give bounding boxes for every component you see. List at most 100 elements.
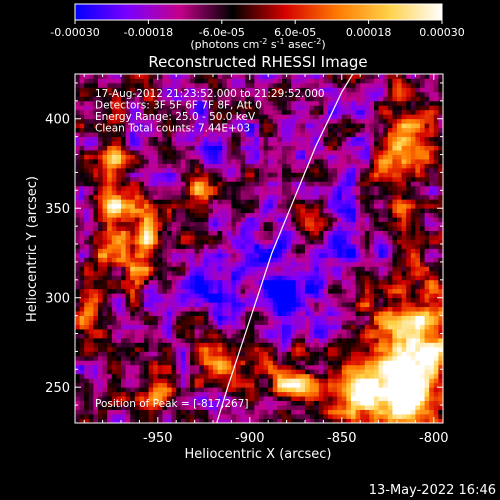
heatmap-cell xyxy=(84,288,90,294)
heatmap-cell xyxy=(337,297,343,303)
heatmap-cell xyxy=(79,270,85,276)
heatmap-cell xyxy=(318,288,324,294)
heatmap-cell xyxy=(171,208,177,214)
heatmap-cell xyxy=(249,194,255,200)
heatmap-cell xyxy=(213,324,218,330)
heatmap-cell xyxy=(282,114,287,120)
heatmap-cell xyxy=(323,114,329,120)
heatmap-cell xyxy=(263,329,269,334)
heatmap-cell xyxy=(84,127,90,133)
heatmap-cell xyxy=(272,369,278,375)
heatmap-cell xyxy=(208,333,214,339)
heatmap-cell xyxy=(263,136,269,142)
heatmap-cell xyxy=(111,333,117,339)
heatmap-cell xyxy=(245,257,251,263)
heatmap-cell xyxy=(351,284,356,290)
heatmap-cell xyxy=(107,87,113,93)
heatmap-cell xyxy=(102,127,108,133)
heatmap-cell xyxy=(167,360,172,366)
heatmap-cell xyxy=(226,257,232,263)
heatmap-cell xyxy=(236,208,241,214)
heatmap-cell xyxy=(88,190,94,196)
heatmap-cell xyxy=(148,337,154,343)
heatmap-cell xyxy=(226,387,232,393)
heatmap-cell xyxy=(309,203,315,209)
heatmap-cell xyxy=(130,373,136,379)
heatmap-cell xyxy=(300,194,306,200)
heatmap-cell xyxy=(139,311,145,317)
heatmap-cell xyxy=(254,252,260,258)
heatmap-cell xyxy=(245,261,251,267)
heatmap-cell xyxy=(203,199,209,205)
heatmap-cell xyxy=(360,239,366,245)
heatmap-cell xyxy=(185,163,191,169)
heatmap-cell xyxy=(277,123,283,129)
heatmap-cell xyxy=(222,378,228,384)
heatmap-cell xyxy=(199,288,205,294)
heatmap-cell xyxy=(277,351,283,357)
heatmap-cell xyxy=(213,320,218,325)
heatmap-cell xyxy=(291,74,297,79)
heatmap-cell xyxy=(337,154,343,160)
heatmap-cell xyxy=(314,154,320,160)
heatmap-cell xyxy=(240,127,246,133)
heatmap-cell xyxy=(314,230,320,236)
heatmap-cell xyxy=(272,154,278,160)
heatmap-cell xyxy=(318,212,324,218)
heatmap-cell xyxy=(295,141,301,146)
heatmap-cell xyxy=(208,194,214,200)
heatmap-cell xyxy=(121,217,126,223)
heatmap-cell xyxy=(102,96,108,102)
heatmap-cell xyxy=(130,306,136,312)
heatmap-cell xyxy=(259,270,264,276)
heatmap-cell xyxy=(190,337,195,343)
heatmap-cell xyxy=(231,306,237,312)
heatmap-cell xyxy=(194,163,200,169)
heatmap-cell xyxy=(148,382,154,388)
heatmap-cell xyxy=(153,396,159,402)
heatmap-cell xyxy=(295,275,301,281)
heatmap-cell xyxy=(208,87,214,93)
heatmap-cell xyxy=(341,226,347,231)
heatmap-cell xyxy=(171,141,177,146)
heatmap-cell xyxy=(268,87,274,93)
heatmap-cell xyxy=(268,320,274,325)
heatmap-cell xyxy=(176,364,182,370)
heatmap-cell xyxy=(116,364,122,370)
heatmap-cell xyxy=(185,320,191,325)
heatmap-cell xyxy=(93,306,99,312)
heatmap-cell xyxy=(259,284,264,290)
heatmap-cell xyxy=(217,311,223,317)
heatmap-cell xyxy=(199,82,205,88)
heatmap-cell xyxy=(121,315,126,321)
heatmap-cell xyxy=(98,248,103,254)
heatmap-cell xyxy=(240,320,246,325)
heatmap-cell xyxy=(75,252,80,258)
heatmap-cell xyxy=(341,132,347,138)
heatmap-cell xyxy=(309,96,315,102)
heatmap-cell xyxy=(318,320,324,325)
heatmap-cell xyxy=(231,346,237,352)
heatmap-cell xyxy=(107,159,113,164)
heatmap-cell xyxy=(84,221,90,227)
heatmap-cell xyxy=(217,91,223,97)
heatmap-cell xyxy=(355,123,361,129)
heatmap-cell xyxy=(199,136,205,142)
heatmap-cell xyxy=(226,100,232,106)
heatmap-cell xyxy=(332,297,338,303)
heatmap-cell xyxy=(107,418,113,423)
heatmap-cell xyxy=(93,91,99,97)
heatmap-cell xyxy=(355,145,361,151)
heatmap-cell xyxy=(346,132,352,138)
heatmap-cell xyxy=(295,306,301,312)
heatmap-cell xyxy=(282,87,287,93)
heatmap-cell xyxy=(351,141,356,146)
heatmap-cell xyxy=(263,333,269,339)
heatmap-cell xyxy=(323,261,329,267)
heatmap-cell xyxy=(231,414,237,419)
heatmap-cell xyxy=(180,311,186,317)
heatmap-cell xyxy=(332,78,338,84)
heatmap-cell xyxy=(199,176,205,182)
heatmap-cell xyxy=(171,217,177,223)
heatmap-cell xyxy=(148,239,154,245)
